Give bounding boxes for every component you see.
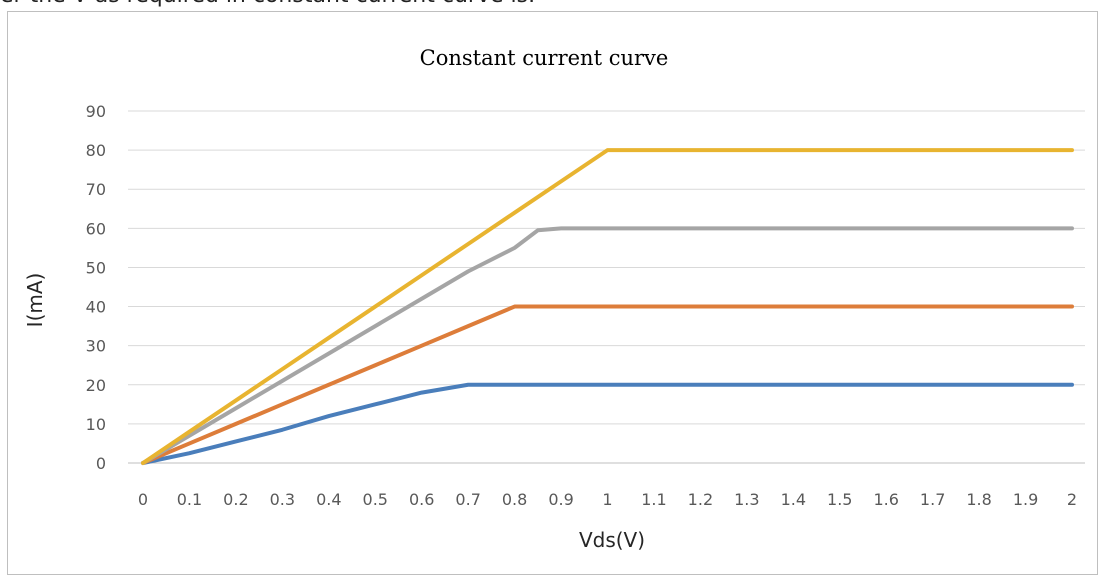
x-tick-label: 0.4 [316,490,341,509]
chart-frame: Constant current curve 0 10 20 30 40 50 60 70 80… [7,11,1098,575]
y-tick-label: 40 [86,298,106,317]
y-axis-tick-labels: 0 10 20 30 40 50 60 70 80 90 [86,102,106,473]
x-tick-label: 1.5 [827,490,852,509]
x-axis-tick-labels: 0 0.1 0.2 0.3 0.4 0.5 0.6 0.7 0.8 0.9 1 1.1 1.2 1.3 1.… [138,490,1077,509]
y-tick-label: 50 [86,258,106,277]
x-tick-label: 1.9 [1013,490,1038,509]
y-tick-label: 0 [96,454,106,473]
x-axis-title: Vds(V) [579,528,645,552]
x-tick-label: 1.4 [781,490,806,509]
chart-title: Constant current curve [420,46,669,70]
x-tick-label: 1.8 [966,490,991,509]
y-tick-label: 80 [86,141,106,160]
x-tick-label: 1.7 [920,490,945,509]
series-line-2 [141,304,1074,465]
y-tick-label: 30 [86,337,106,356]
x-tick-label: 1.6 [873,490,898,509]
x-tick-label: 0.6 [409,490,434,509]
line-chart: Constant current curve 01020304050607080… [23,46,1085,552]
y-tick-label: 20 [86,376,106,395]
series-line-4 [141,148,1074,465]
x-tick-label: 1.1 [641,490,666,509]
x-tick-label: 0.9 [548,490,573,509]
x-tick-label: 0.3 [270,490,295,509]
x-tick-label: 1.2 [688,490,713,509]
x-tick-label: 2 [1067,490,1077,509]
y-axis-title: I(mA) [23,273,47,328]
y-tick-label: 90 [86,102,106,121]
x-tick-label: 0.5 [363,490,388,509]
y-tick-label: 60 [86,219,106,238]
x-tick-label: 0.2 [223,490,248,509]
series-line-3 [141,226,1074,465]
y-tick-label: 10 [86,415,106,434]
series-line-1 [141,382,1074,465]
x-tick-label: 0 [138,490,148,509]
x-tick-label: 1 [602,490,612,509]
x-tick-label: 0.7 [455,490,480,509]
cut-off-text: er the V as required in constant current… [0,0,535,8]
data-series [141,148,1074,465]
x-tick-label: 1.3 [734,490,759,509]
x-tick-label: 0.1 [177,490,202,509]
y-tick-label: 70 [86,180,106,199]
x-tick-label: 0.8 [502,490,527,509]
